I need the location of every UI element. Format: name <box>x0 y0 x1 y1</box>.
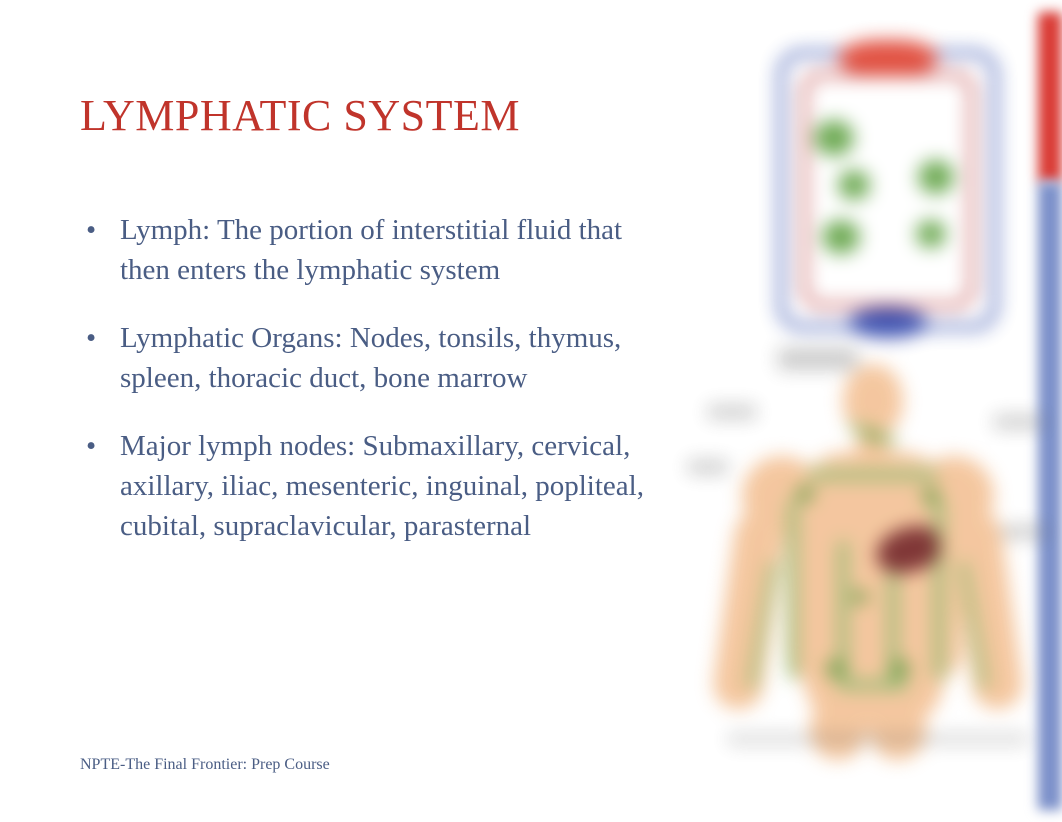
body-leg <box>810 700 866 760</box>
lymph-node-icon <box>822 220 860 254</box>
loop-bottom-organ <box>848 308 928 338</box>
slide: LYMPHATIC SYSTEM Lymph: The portion of i… <box>0 0 1062 822</box>
figure-region <box>688 10 1048 800</box>
lymph-node-icon <box>916 220 946 248</box>
list-item: Lymphatic Organs: Nodes, tonsils, thymus… <box>80 318 670 398</box>
lymph-node-icon <box>918 160 954 194</box>
loop-top-organ <box>838 40 938 76</box>
loop-inner <box>802 72 974 308</box>
figure-label-placeholder <box>994 415 1044 429</box>
lymph-vessel <box>838 680 908 690</box>
lymph-vessel <box>788 500 798 680</box>
lymph-node-icon <box>838 170 870 200</box>
figure-caption-placeholder <box>728 733 1028 745</box>
bullet-text: Major lymph nodes: Submaxillary, cervica… <box>120 430 644 542</box>
figure-label-placeholder <box>1002 525 1046 539</box>
lymph-node-icon <box>852 590 868 604</box>
lymph-node-icon <box>866 430 880 442</box>
lymph-vessel <box>808 470 938 480</box>
lymph-node-icon <box>796 486 814 502</box>
footer-text: NPTE-The Final Frontier: Prep Course <box>80 756 330 774</box>
figure-label-placeholder <box>708 405 756 419</box>
lymph-node-icon <box>890 660 910 678</box>
bullet-text: Lymphatic Organs: Nodes, tonsils, thymus… <box>120 322 621 394</box>
lymph-vessel <box>934 500 944 680</box>
lymph-node-icon <box>922 488 940 504</box>
page-title: LYMPHATIC SYSTEM <box>80 90 520 141</box>
lymph-node-icon <box>826 660 846 678</box>
body-leg <box>870 700 926 760</box>
list-item: Lymph: The portion of interstitial fluid… <box>80 210 670 290</box>
circulation-loop-diagram <box>778 50 998 330</box>
bullet-list: Lymph: The portion of interstitial fluid… <box>80 210 670 574</box>
list-item: Major lymph nodes: Submaxillary, cervica… <box>80 426 670 546</box>
figure-label-placeholder <box>688 460 728 474</box>
bullet-text: Lymph: The portion of interstitial fluid… <box>120 214 622 286</box>
lymph-node-icon <box>814 120 854 156</box>
